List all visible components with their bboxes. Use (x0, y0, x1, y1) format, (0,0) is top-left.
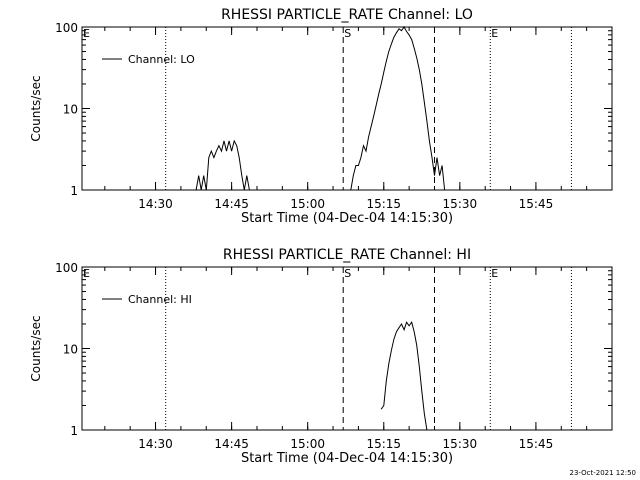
x-tick-label: 15:30 (443, 437, 478, 451)
y-axis-label: Counts/sec (29, 315, 43, 381)
chart-title: RHESSI PARTICLE_RATE Channel: HI (223, 247, 471, 263)
y-axis-label: Counts/sec (29, 75, 43, 141)
series-line-lo (195, 139, 252, 191)
chart-title: RHESSI PARTICLE_RATE Channel: LO (221, 7, 473, 23)
marker-label: E (491, 27, 498, 40)
x-tick-label: 15:45 (519, 197, 554, 211)
chart-panel-hi: RHESSI PARTICLE_RATE Channel: HI Counts/s… (29, 247, 613, 466)
x-tick-label: 15:15 (366, 437, 401, 451)
legend-entry: Channel: LO (128, 53, 195, 66)
x-tick-label: 14:30 (138, 437, 173, 451)
y-tick-label: 1 (70, 184, 78, 198)
y-tick-label: 1 (70, 424, 78, 438)
y-tick-label: 100 (55, 21, 78, 35)
x-tick-label: 15:15 (366, 197, 401, 211)
y-tick-label: 10 (63, 343, 78, 357)
marker-label: S (344, 27, 351, 40)
chart-panel-lo: RHESSI PARTICLE_RATE Channel: LO Counts/s… (29, 7, 613, 226)
x-tick-label: 15:00 (290, 437, 325, 451)
x-tick-label: 15:00 (290, 197, 325, 211)
y-tick-label: 10 (63, 103, 78, 117)
marker-label: E (83, 267, 90, 280)
marker-label: S (344, 267, 351, 280)
y-tick-label: 100 (55, 261, 78, 275)
marker-label: E (83, 27, 90, 40)
series-line-lo (350, 26, 446, 191)
legend-entry: Channel: HI (128, 293, 192, 306)
x-tick-label: 14:30 (138, 197, 173, 211)
series-line-hi (380, 321, 428, 431)
x-axis-label: Start Time (04-Dec-04 14:15:30) (241, 211, 453, 226)
x-axis-label: Start Time (04-Dec-04 14:15:30) (241, 451, 453, 466)
plot-frame (81, 266, 613, 431)
footer-timestamp: 23-Oct-2021 12:50 (570, 469, 636, 477)
marker-label: E (491, 267, 498, 280)
x-tick-label: 14:45 (214, 197, 249, 211)
x-tick-label: 15:45 (519, 437, 554, 451)
x-tick-label: 15:30 (443, 197, 478, 211)
plot-frame (81, 26, 613, 191)
x-tick-label: 14:45 (214, 437, 249, 451)
